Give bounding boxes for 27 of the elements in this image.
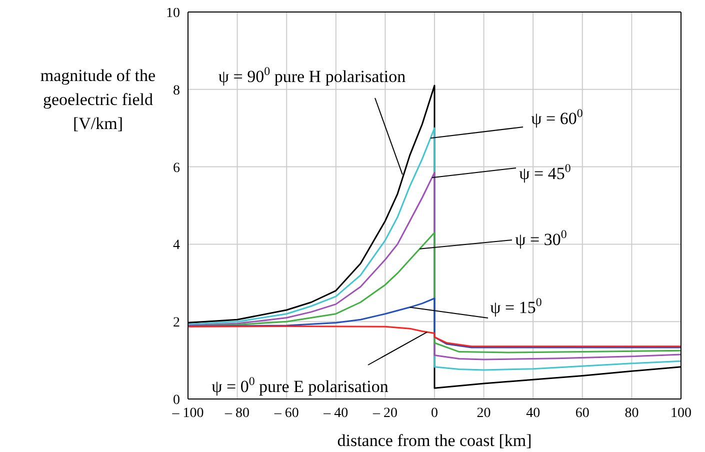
y-tick-label: 10 xyxy=(166,6,180,21)
y-tick-label: 0 xyxy=(173,392,180,408)
x-tick-label: 0 xyxy=(431,406,438,421)
y-tick-label: 6 xyxy=(173,160,180,176)
x-tick-label: – 100 xyxy=(171,406,204,421)
line-series xyxy=(188,325,681,348)
x-axis-title: distance from the coast [km] xyxy=(337,431,532,450)
annotation: ψ = 0$^{0}$ pure E polarisation xyxy=(212,374,389,396)
x-tick-label: 80 xyxy=(624,406,639,421)
x-tick-label: 20 xyxy=(476,406,491,421)
annotation: ψ = 60$^{0}$ xyxy=(531,106,583,128)
y-tick-label: 8 xyxy=(173,83,180,98)
x-tick-label: – 40 xyxy=(322,406,348,421)
x-tick-label: 60 xyxy=(575,406,590,421)
x-tick-label: – 80 xyxy=(224,406,250,421)
annotation: ψ = 30$^{0}$ xyxy=(515,227,567,249)
y-tick-label: 4 xyxy=(173,238,180,254)
y-tick-label: 2 xyxy=(173,316,180,331)
y-axis-title: magnitude of the geoelectric field [V/km] xyxy=(39,65,157,135)
x-tick-label: – 20 xyxy=(372,406,398,421)
x-tick-label: 40 xyxy=(526,406,540,421)
annotation: ψ = 90$^{0}$ pure H polarisation xyxy=(218,64,406,86)
annotation: ψ = 45$^{0}$ xyxy=(519,161,571,183)
annotation: ψ = 15$^{0}$ xyxy=(490,295,542,317)
line-series xyxy=(188,298,681,348)
x-tick-label: 100 xyxy=(670,406,692,421)
x-tick-label: – 60 xyxy=(273,406,299,421)
